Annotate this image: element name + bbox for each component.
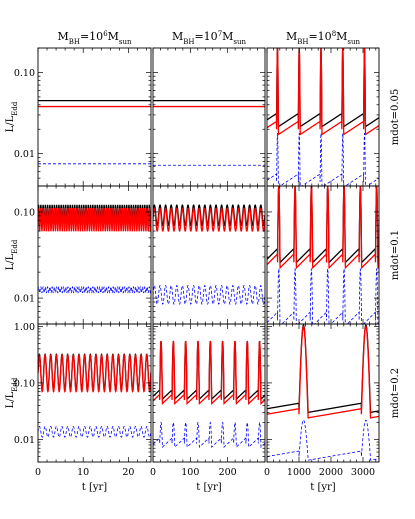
y-tick-label: 0.01 xyxy=(14,435,35,446)
red-series-line xyxy=(38,208,151,232)
figure-labels: 0.010.100.010.100.010.101.000 10 20 0 100 200… xyxy=(5,30,401,493)
panel-curves xyxy=(38,204,151,294)
y-axis-label: L/LEdd xyxy=(5,239,19,270)
black-series-line xyxy=(267,324,379,414)
panel-frame xyxy=(266,185,380,325)
column-title: MBH=108Msun xyxy=(286,30,361,46)
x-tick-label: 1000 xyxy=(287,467,311,478)
panel-r2-c1 xyxy=(152,323,266,463)
panel-frame xyxy=(152,323,266,463)
black-series-line xyxy=(267,48,379,128)
blue-series-line xyxy=(153,421,265,449)
blue-series-line xyxy=(38,426,151,438)
x-tick-label: 3000 xyxy=(351,467,375,478)
y-tick-label: 0.10 xyxy=(14,207,35,218)
x-tick-label: 0 xyxy=(150,467,156,478)
panel-r0-c0 xyxy=(37,47,152,187)
panel-r2-c2 xyxy=(266,323,380,463)
row-label: mdot=0.05 xyxy=(390,89,401,146)
red-series-line xyxy=(267,186,379,270)
panel-r0-c2 xyxy=(266,47,380,187)
x-axis-label: t [yr] xyxy=(310,482,336,493)
panel-frame xyxy=(266,47,380,187)
panel-curves xyxy=(267,324,379,461)
panel-frame xyxy=(37,47,152,187)
panel-frame xyxy=(37,323,152,463)
y-axis-label: L/LEdd xyxy=(5,377,19,408)
panel-frame xyxy=(152,185,266,325)
blue-series-line xyxy=(153,284,265,305)
y-tick-label: 1.00 xyxy=(14,322,35,333)
blue-series-line xyxy=(38,286,151,294)
red-series-line xyxy=(267,325,379,419)
red-series-line xyxy=(153,207,265,232)
x-tick-label: 10 xyxy=(77,467,89,478)
x-tick-label: 2000 xyxy=(319,467,343,478)
blue-series-line xyxy=(267,268,379,324)
panel-r2-c0 xyxy=(37,323,152,463)
panel-r0-c1 xyxy=(152,47,266,187)
y-tick-label: 0.10 xyxy=(14,378,35,389)
black-series-line xyxy=(267,186,379,264)
x-tick-label: 100 xyxy=(181,467,199,478)
panel-curves xyxy=(267,186,379,324)
panel-curves xyxy=(153,340,265,449)
panel-r1-c1 xyxy=(152,185,266,325)
column-title: MBH=107Msun xyxy=(172,30,247,46)
blue-series-line xyxy=(267,419,379,461)
panel-curves xyxy=(153,204,265,305)
panel-curves xyxy=(267,48,379,186)
x-tick-label: 0 xyxy=(35,467,41,478)
red-series-line xyxy=(153,340,265,406)
y-tick-label: 0.10 xyxy=(14,68,35,79)
red-series-line xyxy=(38,354,151,393)
x-tick-label: 20 xyxy=(122,467,134,478)
x-axis-label: t [yr] xyxy=(196,482,222,493)
x-tick-label: 0 xyxy=(264,467,270,478)
red-series-line xyxy=(267,48,379,136)
panel-r1-c2 xyxy=(266,185,380,325)
panel-r1-c0 xyxy=(37,185,152,325)
row-label: mdot=0.2 xyxy=(390,368,401,418)
y-axis-label: L/LEdd xyxy=(5,101,19,132)
y-tick-label: 0.01 xyxy=(14,294,35,305)
blue-series-line xyxy=(267,133,379,186)
x-tick-label: 200 xyxy=(219,467,237,478)
row-label: mdot=0.1 xyxy=(390,230,401,280)
panel-grid xyxy=(37,47,380,463)
panel-curves xyxy=(38,99,151,165)
panel-curves xyxy=(38,353,151,438)
x-axis-label: t [yr] xyxy=(82,482,108,493)
panel-curves xyxy=(153,99,265,166)
y-tick-label: 0.01 xyxy=(14,149,35,160)
panel-frame xyxy=(266,323,380,463)
column-title: MBH=106Msun xyxy=(57,30,132,46)
